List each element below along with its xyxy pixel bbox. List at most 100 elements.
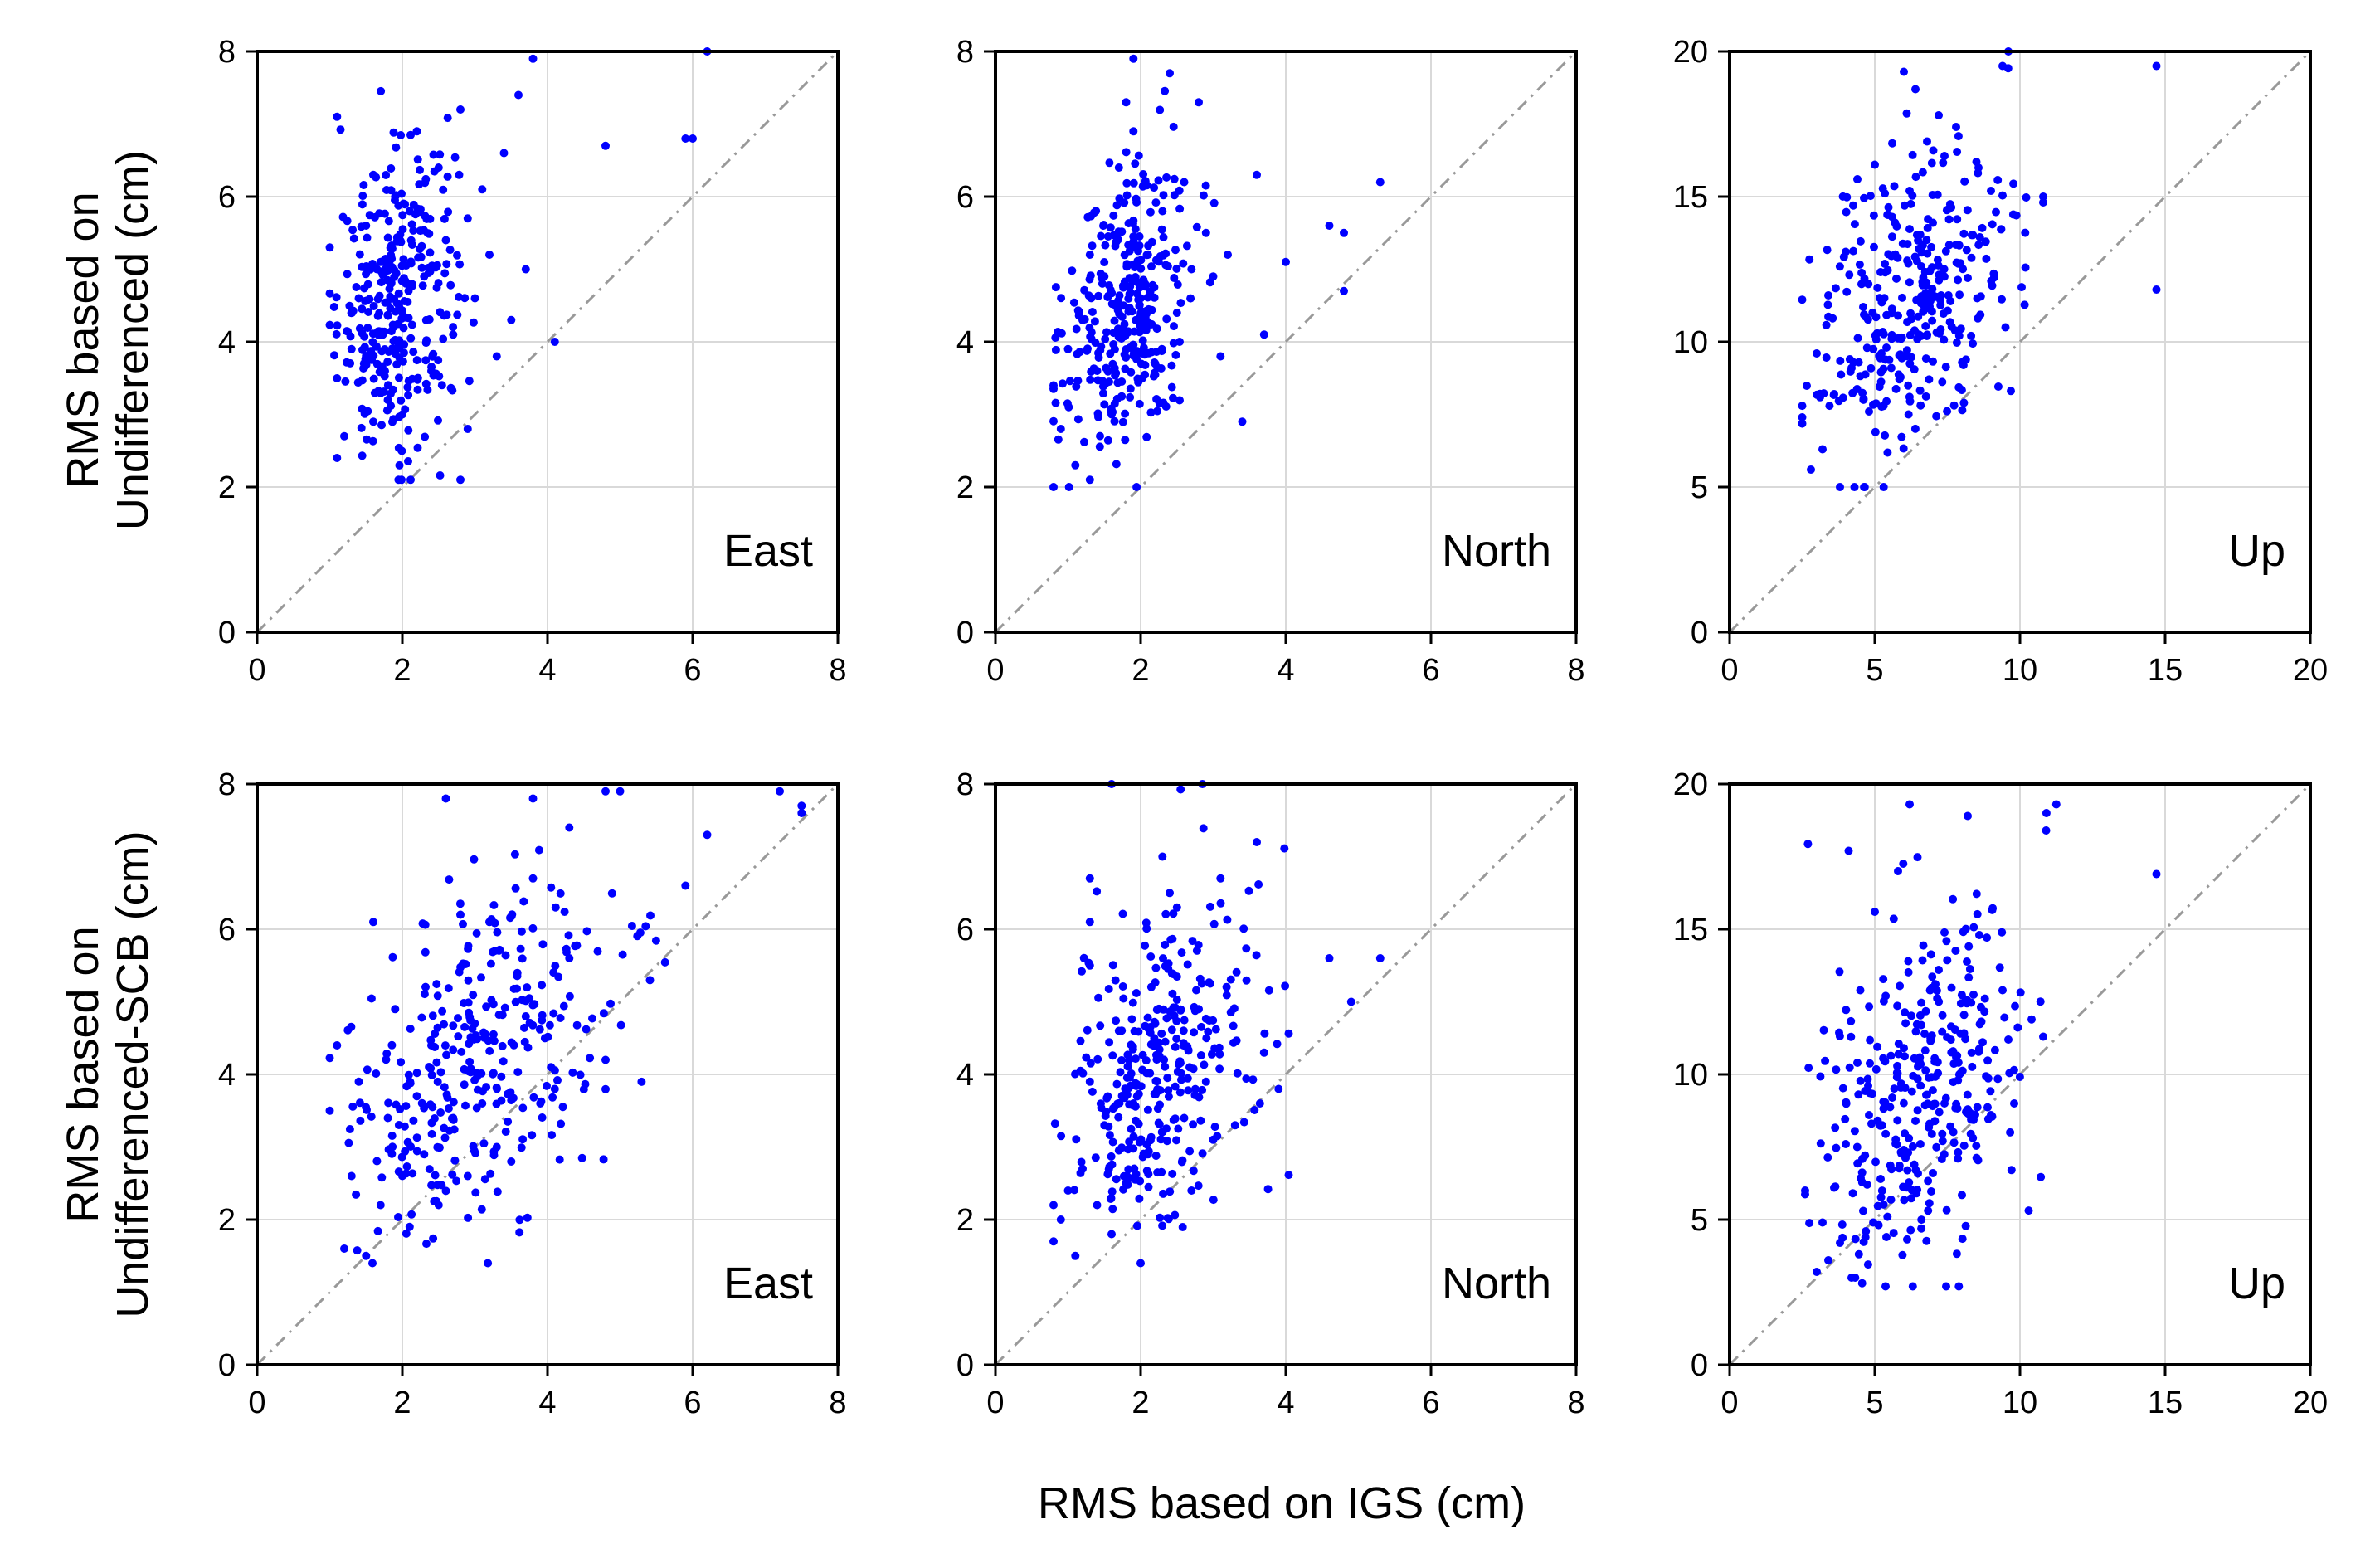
panel-1-0-point [520, 1037, 529, 1046]
panel-1-1-point [1232, 1036, 1241, 1045]
panel-1-2-point [1911, 1117, 1920, 1125]
panel-0-0-point [392, 269, 401, 278]
panel-1-0-point [376, 1201, 385, 1210]
panel-0-0-point [398, 410, 406, 419]
panel-0-0-point [348, 226, 358, 235]
panel-1-1-point [1230, 1121, 1239, 1130]
panel-1-0-point [616, 1020, 625, 1030]
panel-0-0-point [386, 389, 395, 398]
panel-1-2-point [1959, 1141, 1969, 1150]
panel-1-1-point [1136, 1176, 1145, 1186]
panel-0-1-point [1186, 294, 1195, 303]
panel-1-0-point [538, 1016, 547, 1025]
panel-1-2-point [1907, 1087, 1916, 1096]
panel-1-0-y-tick-label: 2 [218, 1203, 236, 1238]
panel-1-0-point [340, 1244, 348, 1253]
panel-1-0-point [347, 1171, 356, 1181]
panel-1-0-point [444, 984, 453, 993]
panel-1-0-point [523, 1213, 532, 1222]
panel-1-0-point [391, 1005, 400, 1014]
panel-1-0-point [384, 1098, 393, 1108]
panel-0-2-point [1912, 231, 1921, 240]
panel-1-1-point [1239, 1118, 1248, 1127]
panel-1-1-point [1082, 1053, 1091, 1062]
panel-0-0-point [412, 356, 421, 365]
panel-0-2-point [1850, 483, 1859, 491]
panel-0-1-point [1175, 186, 1184, 195]
panel-1-1-point [1253, 838, 1261, 846]
panel-0-2-point [1830, 390, 1838, 398]
panel-0-1-point [1095, 442, 1104, 451]
panel-0-2-point [1842, 247, 1850, 256]
panel-0-0-x-tick-label: 2 [393, 653, 411, 688]
panel-1-1-point [1101, 1112, 1110, 1120]
panel-1-1-point [1093, 1054, 1102, 1064]
panel-1-2-point [1964, 973, 1974, 982]
panel-1-0-point [538, 940, 548, 949]
panel-0-1-point [1282, 257, 1290, 266]
panel-0-1-point [1169, 339, 1178, 348]
panel-0-1-point [1253, 170, 1261, 179]
panel-1-2-point [1847, 1274, 1856, 1282]
panel-0-1-point [1097, 231, 1106, 241]
panel-1-2-point [1894, 867, 1902, 875]
panel-0-2-point [1853, 175, 1862, 183]
panel-1-2-point [1954, 1076, 1963, 1085]
panel-1-2-point [1938, 1129, 1947, 1138]
panel-1-1-point [1119, 994, 1128, 1003]
panel-0-0-point [354, 294, 363, 303]
panel-1-1-point [1138, 1050, 1147, 1059]
panel-1-2-point [1847, 1032, 1856, 1041]
panel-1-1-point [1112, 1175, 1121, 1184]
panel-0-1-point [1161, 86, 1170, 95]
panel-0-0-point [355, 250, 364, 259]
panel-0-0-point [448, 386, 457, 395]
panel-1-2-point [1879, 1200, 1888, 1209]
panel-0-2-point [1967, 253, 1976, 262]
panel-1-0-point [485, 918, 494, 927]
panel-0-1-point [1091, 339, 1100, 348]
panel-0-1-point [1169, 122, 1178, 131]
panel-0-1-point [1136, 348, 1145, 358]
panel-1-0-point [440, 1133, 450, 1142]
panel-0-2-point [1916, 401, 1925, 410]
panel-1-0-point [433, 991, 442, 1001]
panel-1-1-point [1168, 1169, 1177, 1178]
panel-0-1-point [1142, 181, 1151, 190]
panel-1-0-point [426, 1100, 435, 1109]
panel-1-2-point [1973, 909, 1982, 918]
panel-0-1-x-tick-label: 4 [1277, 653, 1294, 688]
panel-1-0-point [513, 968, 522, 977]
panel-1-0-point [431, 1171, 440, 1180]
panel-1-2-point [1918, 956, 1927, 965]
panel-1-2-point [1893, 1061, 1902, 1070]
panel-0-0-point [456, 105, 465, 114]
panel-0-0-point [409, 226, 418, 235]
panel-1-1-point [1199, 824, 1208, 833]
panel-0-1-point [1086, 375, 1095, 384]
panel-1-2-point [1925, 1199, 1934, 1208]
panel-1-1-point [1093, 1201, 1102, 1210]
panel-1-1: 00 2 2 4 4 6 6 8 8 North [956, 767, 1585, 1420]
panel-1-1-point [1132, 1170, 1141, 1179]
panel-0-1-point [1109, 340, 1118, 348]
panel-0-0-point [436, 150, 445, 159]
panel-1-1-point [1172, 1035, 1181, 1043]
panel-0-2-point [1868, 308, 1877, 317]
panel-1-2-point [1867, 1119, 1876, 1128]
panel-1-1-point [1158, 852, 1167, 861]
panel-1-1-point [1239, 924, 1248, 933]
panel-1-0-y-tick-label: 4 [218, 1058, 236, 1093]
panel-1-2-point [1879, 975, 1888, 984]
panel-1-0-point [471, 1188, 480, 1197]
panel-1-2-point [1824, 1256, 1832, 1264]
panel-1-0-point [486, 1169, 495, 1178]
panel-0-0-point [406, 236, 416, 245]
panel-1-0-point [464, 1213, 473, 1222]
panel-1-0-point [511, 997, 520, 1006]
panel-0-1-point [1088, 308, 1097, 316]
panel-1-1-point [1142, 1140, 1151, 1149]
panel-1-0-point [493, 1187, 502, 1196]
panel-0-1-point [1159, 191, 1168, 200]
panel-0-2-point [1855, 260, 1864, 269]
